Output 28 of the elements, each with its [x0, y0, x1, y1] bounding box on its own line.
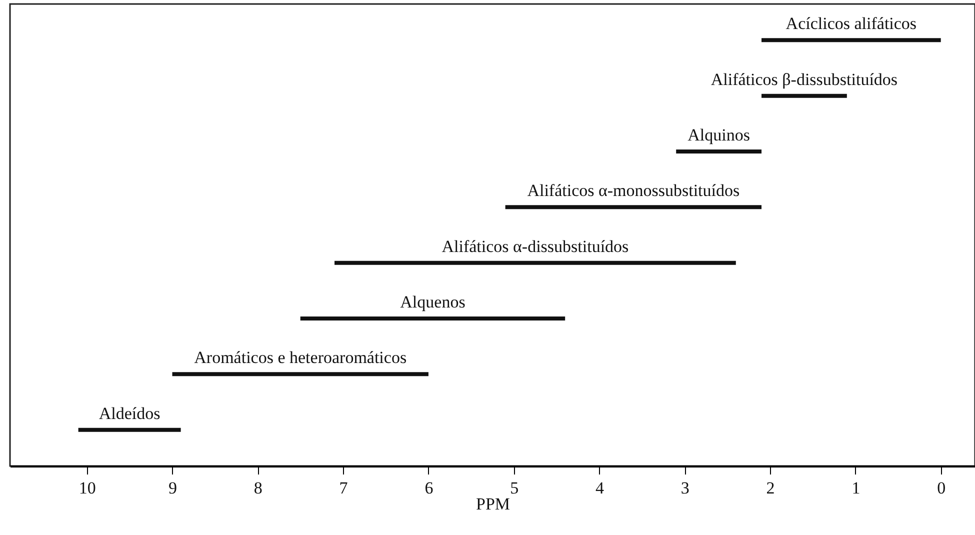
bar [78, 428, 181, 432]
x-tick-label: 9 [168, 478, 178, 498]
bar [172, 372, 428, 376]
x-tick-label: 2 [766, 478, 775, 498]
y-tick-label: Alifáticos α-monossubstituídos [527, 181, 740, 200]
y-tick-label: Alifáticos α-dissubstituídos [442, 236, 629, 256]
bar [676, 150, 762, 154]
bar [762, 94, 847, 98]
x-tick-label: 3 [680, 478, 690, 498]
x-tick-label: 6 [424, 478, 434, 498]
x-tick-label: 8 [254, 478, 262, 498]
bar [300, 316, 566, 320]
x-axis-title: PPM [476, 494, 510, 514]
y-tick-label: Acíclicos alifáticos [786, 14, 917, 34]
x-tick-label: 1 [852, 478, 860, 498]
y-tick-label: Aldeídos [98, 404, 160, 423]
x-tick-label: 5 [510, 478, 519, 498]
y-tick-label: Alquinos [688, 126, 750, 145]
x-tick-label: 4 [596, 478, 604, 498]
bar [505, 205, 762, 210]
y-tick-label: Alquenos [400, 292, 466, 312]
bar [762, 38, 941, 42]
y-tick-label: Aromáticos e heteroaromáticos [194, 348, 407, 368]
x-tick-label: 7 [339, 478, 348, 498]
x-tick-label: 10 [78, 478, 96, 498]
x-tick-label: 0 [937, 478, 946, 498]
y-tick-label: Alifáticos β-dissubstituídos [710, 70, 898, 89]
bar [334, 260, 736, 265]
